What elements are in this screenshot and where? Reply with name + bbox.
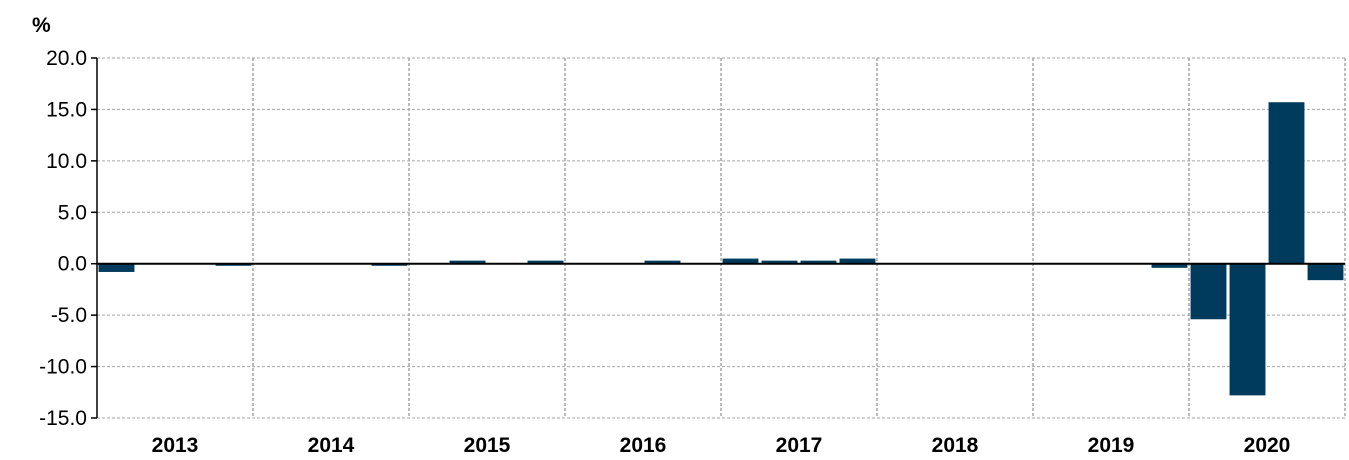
x-tick-label: 2014 bbox=[308, 434, 355, 457]
x-tick-label: 2017 bbox=[776, 434, 823, 457]
bar bbox=[527, 260, 564, 264]
y-tick-labels: 20.0 15.0 10.0 5.0 0.0 -5.0 -10.0 -15.0 bbox=[39, 47, 87, 430]
y-axis-unit-label: % bbox=[32, 14, 51, 37]
bar bbox=[449, 260, 486, 264]
bar bbox=[215, 263, 252, 266]
bars bbox=[98, 102, 1344, 396]
x-tick-label: 2020 bbox=[1244, 434, 1291, 457]
bar bbox=[1307, 263, 1344, 281]
bar bbox=[1190, 263, 1227, 320]
bar bbox=[98, 263, 135, 272]
y-tick-label: 0.0 bbox=[58, 253, 87, 276]
x-tick-label: 2015 bbox=[464, 434, 511, 457]
bar bbox=[644, 260, 681, 264]
bar bbox=[1229, 263, 1266, 396]
bar bbox=[1268, 102, 1305, 264]
y-tick-label: 10.0 bbox=[46, 150, 87, 173]
gridlines bbox=[97, 57, 1346, 419]
x-tick-label: 2019 bbox=[1088, 434, 1135, 457]
y-tick-label: 5.0 bbox=[58, 201, 87, 224]
bar bbox=[722, 258, 759, 264]
bar bbox=[1151, 263, 1188, 268]
x-tick-label: 2013 bbox=[152, 434, 199, 457]
axes bbox=[91, 57, 1345, 419]
x-tick-labels: 2013 2014 2015 2016 2017 2018 2019 2020 bbox=[152, 434, 1291, 457]
y-tick-label: -10.0 bbox=[39, 356, 87, 379]
bar bbox=[371, 263, 408, 266]
y-tick-label: -15.0 bbox=[39, 407, 87, 430]
bar bbox=[839, 258, 876, 264]
y-tick-label: -5.0 bbox=[51, 304, 87, 327]
x-tick-label: 2016 bbox=[620, 434, 667, 457]
bar bbox=[800, 260, 837, 264]
bar bbox=[761, 260, 798, 264]
y-tick-label: 20.0 bbox=[46, 47, 87, 70]
x-tick-label: 2018 bbox=[932, 434, 979, 457]
y-tick-label: 15.0 bbox=[46, 98, 87, 121]
